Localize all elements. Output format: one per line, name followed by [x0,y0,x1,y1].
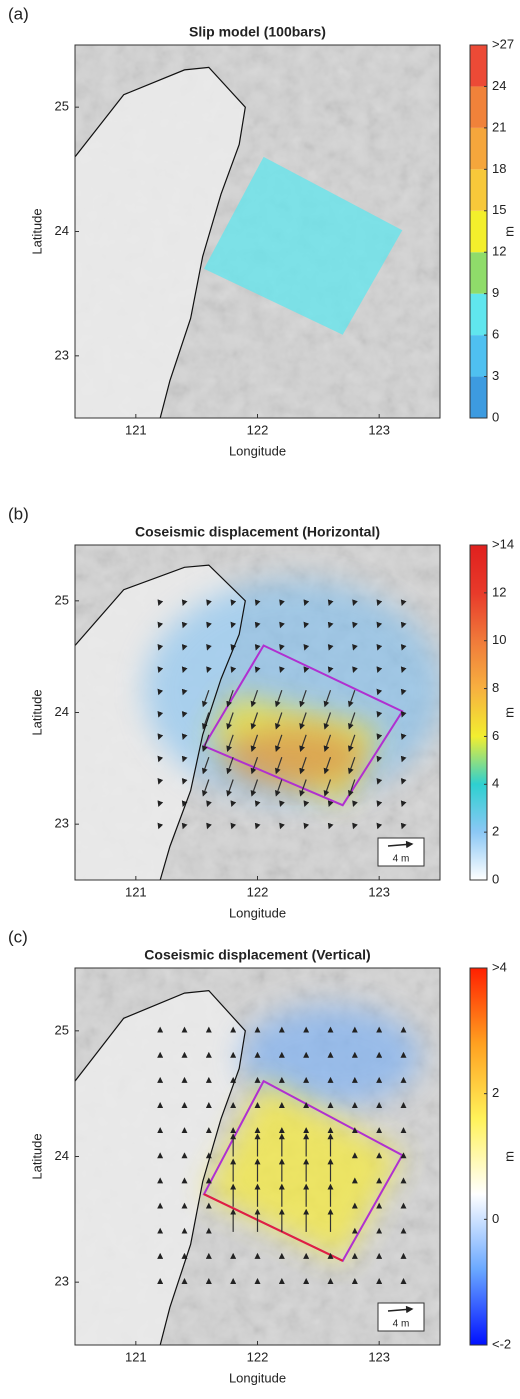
chart-title: Slip model (100bars) [189,24,326,40]
panel-label: (b) [8,504,29,523]
panel-label: (a) [8,4,29,23]
y-tick-label: 23 [55,1274,69,1289]
colorbar-tick-label: 2 [492,1085,499,1100]
colorbar-tick-label: 12 [492,244,506,259]
colorbar-tick-label: 0 [492,1211,499,1226]
colorbar-tick-label: >14 [492,536,514,551]
chart-title: Coseismic displacement (Vertical) [144,947,370,963]
colorbar-tick-label: 0 [492,871,499,886]
colorbar-tick-label: 10 [492,632,506,647]
colorbar-bin [470,377,487,418]
map-area [75,968,440,1345]
chart-title: Coseismic displacement (Horizontal) [135,524,380,540]
colorbar-tick-label: 2 [492,824,499,839]
x-axis-label: Longitude [229,1370,286,1385]
map-area [75,45,440,418]
colorbar-tick-label: 6 [492,728,499,743]
scale-label: 4 m [393,1319,410,1330]
x-tick-label: 122 [247,884,269,899]
y-tick-label: 25 [55,592,69,607]
colorbar-tick-label: 12 [492,584,506,599]
y-tick-label: 24 [55,704,69,719]
x-tick-label: 122 [247,422,269,437]
x-axis-label: Longitude [229,443,286,458]
colorbar-tick-label: 3 [492,368,499,383]
panel-label: (c) [8,927,28,946]
x-tick-label: 122 [247,1349,269,1364]
x-tick-label: 123 [368,884,390,899]
y-tick-label: 24 [55,223,69,238]
map-area [75,545,444,880]
colorbar-tick-label: 8 [492,680,499,695]
y-tick-label: 24 [55,1148,69,1163]
colorbar [470,968,487,1345]
colorbar-bin [470,294,487,335]
y-axis-label: Latitude [29,208,44,254]
x-tick-label: 123 [368,1349,390,1364]
panel: (a)Slip model (100bars)121122123232425Lo… [8,4,516,458]
y-tick-label: 23 [55,347,69,362]
x-tick-label: 123 [368,422,390,437]
colorbar-tick-label: 4 [492,776,499,791]
figure: (a)Slip model (100bars)121122123232425Lo… [0,0,520,1394]
colorbar-label: m [501,226,516,237]
colorbar-tick-label: 0 [492,409,499,424]
colorbar-bin [470,128,487,169]
colorbar-label: m [501,1151,516,1162]
x-axis-label: Longitude [229,905,286,920]
y-tick-label: 25 [55,1022,69,1037]
y-tick-label: 25 [55,99,69,114]
colorbar [470,545,487,880]
colorbar-tick-label: <-2 [492,1336,511,1351]
x-tick-label: 121 [125,422,147,437]
scale-label: 4 m [393,854,410,865]
y-axis-label: Latitude [29,689,44,735]
colorbar-tick-label: 21 [492,119,506,134]
y-axis-label: Latitude [29,1133,44,1179]
colorbar-bin [470,169,487,210]
colorbar-tick-label: 24 [492,78,506,93]
panel: (c) Coseismic displacement (Vertical) 4 m 1… [8,927,516,1385]
core [224,727,364,787]
x-tick-label: 121 [125,884,147,899]
colorbar-bin [470,211,487,252]
colorbar-tick-label: 6 [492,327,499,342]
colorbar-label: m [501,707,516,718]
colorbar-tick-label: >27 [492,36,514,51]
y-tick-label: 23 [55,816,69,831]
colorbar-tick-label: 18 [492,161,506,176]
colorbar-bin [470,86,487,127]
panel: (b) Coseismic displacement (Horizontal) 4 … [8,504,516,920]
colorbar-tick-label: 9 [492,285,499,300]
colorbar-tick-label: >4 [492,959,507,974]
x-tick-label: 121 [125,1349,147,1364]
colorbar-tick-label: 15 [492,202,506,217]
colorbar-bin [470,335,487,376]
colorbar-bin [470,252,487,293]
colorbar-bin [470,45,487,86]
